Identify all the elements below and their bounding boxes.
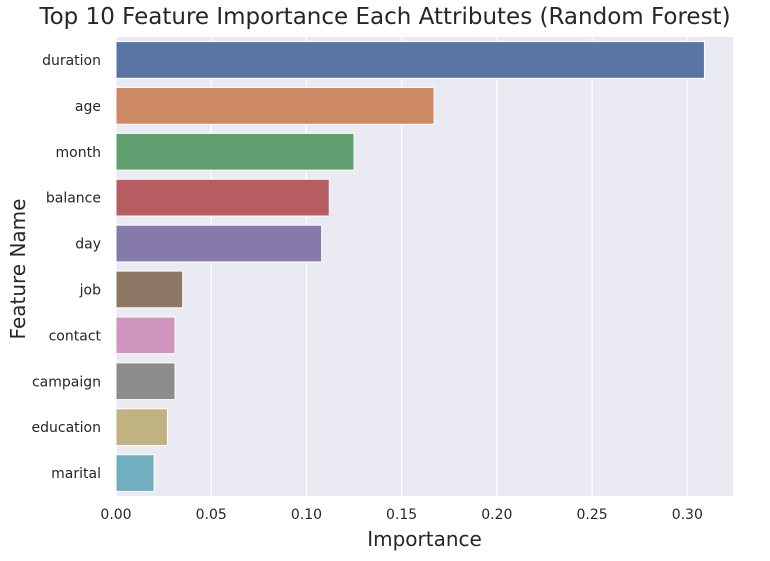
x-tick-label: 0.20 [481,507,512,523]
bar-education [115,408,168,447]
y-tick-label: education [32,420,101,436]
y-tick-label: job [79,282,101,298]
y-tick-label: marital [51,466,101,482]
y-tick-label: contact [49,328,102,344]
x-tick-label: 0.05 [196,507,227,523]
bar-balance [115,178,330,217]
bars [115,41,705,492]
y-axis-label: Feature Name [6,198,30,340]
bar-job [115,270,184,309]
y-tick-label: duration [42,53,101,69]
bar-age [115,86,435,125]
y-tick-labels: duration age month balance day job contact camp… [32,53,102,482]
y-tick-label: age [75,99,101,115]
y-tick-label: month [56,145,101,161]
y-tick-label: campaign [32,374,101,390]
x-tick-label: 0.30 [672,507,703,523]
x-tick-label: 0.10 [291,507,322,523]
bar-month [115,132,355,171]
y-tick-label: balance [46,191,101,207]
bar-contact [115,316,176,355]
bar-marital [115,454,155,492]
x-tick-label: 0.00 [100,507,131,523]
bar-day [115,224,323,263]
chart-title: Top 10 Feature Importance Each Attribute… [39,4,731,30]
x-tick-label: 0.25 [576,507,607,523]
x-tick-labels: 0.00 0.05 0.10 0.15 0.20 0.25 0.30 [100,507,702,523]
x-axis-label: Importance [367,527,482,551]
y-tick-label: day [75,237,101,253]
bar-campaign [115,362,176,401]
bar-duration [115,41,705,79]
x-tick-label: 0.15 [386,507,417,523]
